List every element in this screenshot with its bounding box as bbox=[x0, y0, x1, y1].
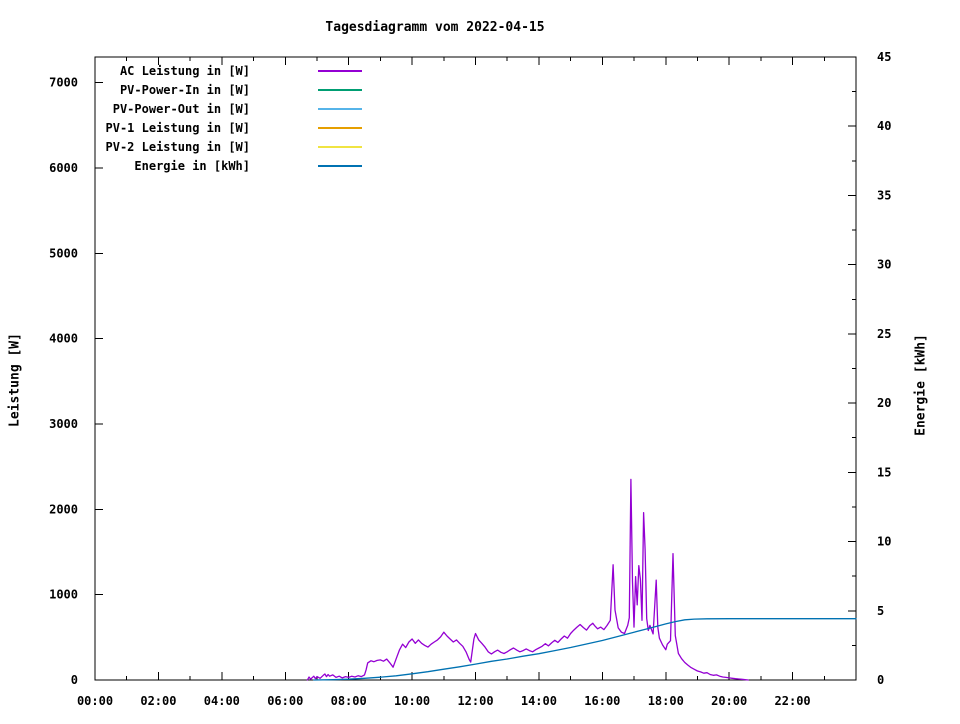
y-axis-right-tick-label: 5 bbox=[877, 604, 884, 618]
x-axis-tick-label: 04:00 bbox=[204, 694, 240, 708]
x-axis-tick-label: 08:00 bbox=[331, 694, 367, 708]
x-axis-tick-label: 20:00 bbox=[711, 694, 747, 708]
y-axis-right-tick-label: 10 bbox=[877, 535, 891, 549]
y-axis-left-tick-label: 7000 bbox=[49, 76, 78, 90]
x-axis-tick-label: 00:00 bbox=[77, 694, 113, 708]
y-axis-right-tick-label: 35 bbox=[877, 188, 891, 202]
x-axis-tick-label: 10:00 bbox=[394, 694, 430, 708]
legend-label: PV-1 Leistung in [W] bbox=[106, 121, 251, 135]
x-axis-tick-label: 14:00 bbox=[521, 694, 557, 708]
y-axis-left-tick-label: 3000 bbox=[49, 417, 78, 431]
x-axis-tick-label: 18:00 bbox=[648, 694, 684, 708]
y-axis-left-tick-label: 4000 bbox=[49, 332, 78, 346]
x-axis-tick-label: 06:00 bbox=[267, 694, 303, 708]
legend-label: AC Leistung in [W] bbox=[120, 64, 250, 78]
x-axis-tick-label: 16:00 bbox=[584, 694, 620, 708]
y-axis-right-tick-label: 30 bbox=[877, 258, 891, 272]
y-axis-left-tick-label: 5000 bbox=[49, 246, 78, 260]
y-axis-left-tick-label: 2000 bbox=[49, 502, 78, 516]
y-axis-right-tick-label: 25 bbox=[877, 327, 891, 341]
legend-label: PV-2 Leistung in [W] bbox=[106, 140, 251, 154]
legend-label: PV-Power-In in [W] bbox=[120, 83, 250, 97]
y-axis-right-tick-label: 40 bbox=[877, 119, 891, 133]
y-axis-right-tick-label: 0 bbox=[877, 673, 884, 687]
chart-title: Tagesdiagramm vom 2022-04-15 bbox=[325, 20, 545, 35]
y-axis-left-tick-label: 1000 bbox=[49, 588, 78, 602]
legend-label: Energie in [kWh] bbox=[134, 159, 250, 173]
y-axis-right-tick-label: 15 bbox=[877, 465, 891, 479]
x-axis-tick-label: 02:00 bbox=[140, 694, 176, 708]
x-axis-tick-label: 12:00 bbox=[457, 694, 493, 708]
y-axis-right-tick-label: 20 bbox=[877, 396, 891, 410]
y-axis-left-tick-label: 0 bbox=[71, 673, 78, 687]
y-axis-left-tick-label: 6000 bbox=[49, 161, 78, 175]
legend-label: PV-Power-Out in [W] bbox=[113, 102, 250, 116]
series-line-energie-in-kwh bbox=[313, 618, 857, 681]
x-axis-tick-label: 22:00 bbox=[775, 694, 811, 708]
series-line-ac-leistung-in-w bbox=[306, 478, 749, 681]
y-axis-right-tick-label: 45 bbox=[877, 50, 891, 64]
